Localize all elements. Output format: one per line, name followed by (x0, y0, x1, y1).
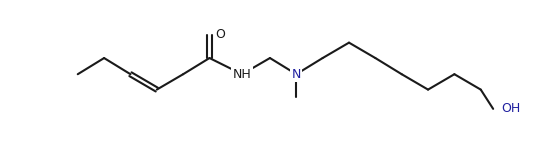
Text: NH: NH (232, 68, 251, 81)
Text: O: O (216, 28, 226, 41)
Text: N: N (292, 68, 301, 81)
Text: OH: OH (501, 102, 520, 115)
